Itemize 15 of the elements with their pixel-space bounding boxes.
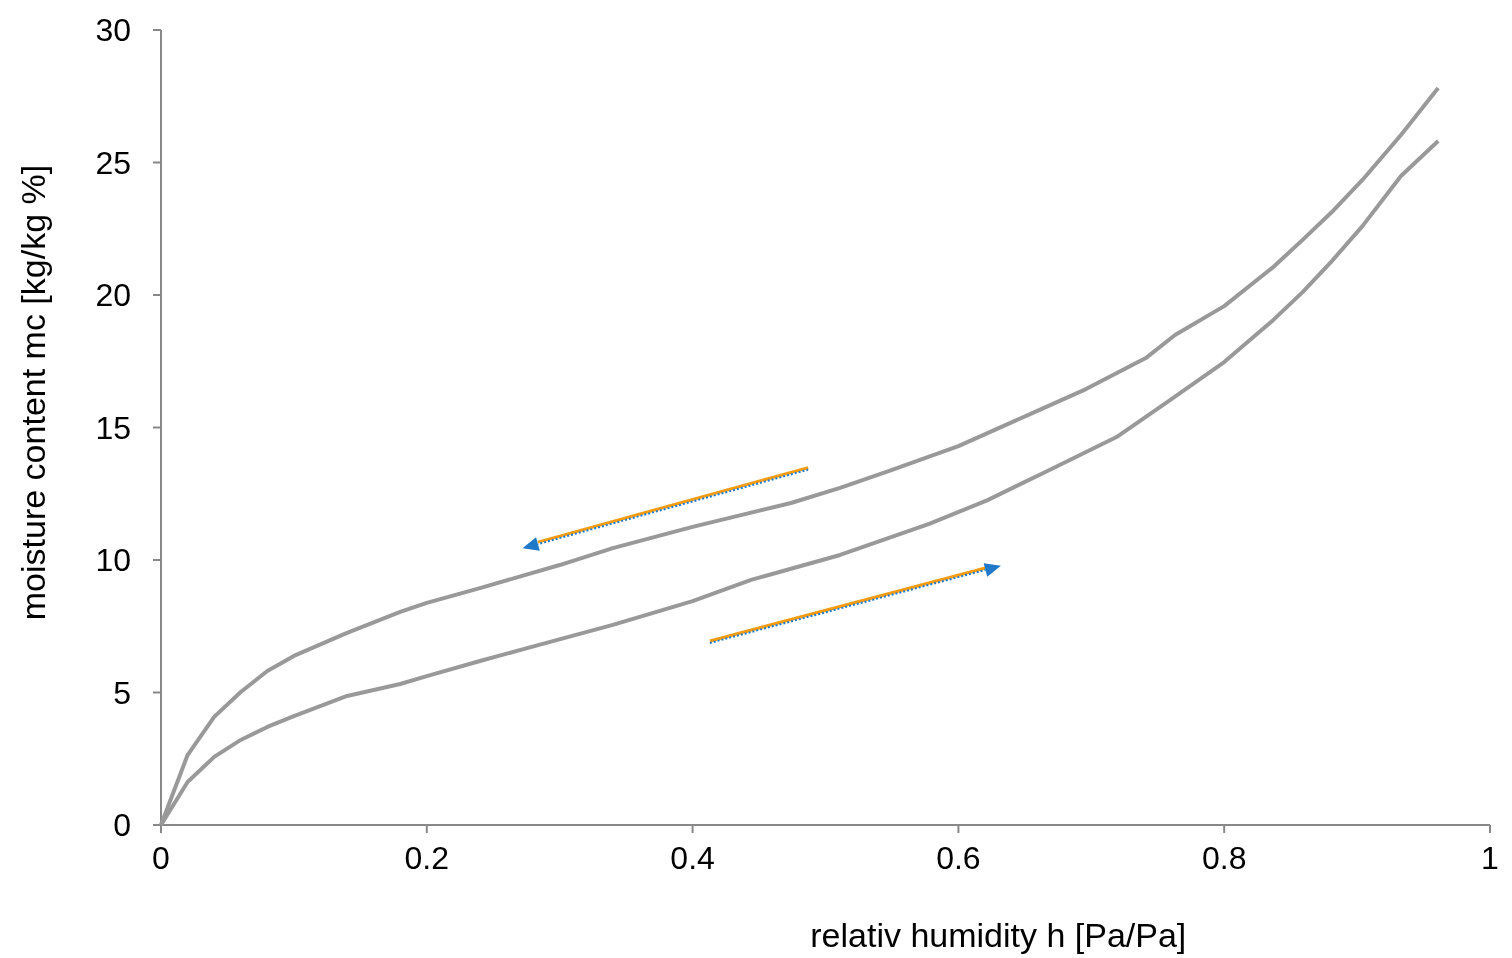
y-tick-label: 20 [95, 277, 131, 313]
x-tick-label: 0.6 [936, 840, 981, 876]
y-tick-label: 15 [95, 409, 131, 446]
y-tick-label: 0 [113, 807, 131, 843]
x-tick-label: 0.8 [1201, 840, 1247, 876]
x-tick-label: 1 [1481, 840, 1499, 876]
y-tick-label: 30 [95, 12, 131, 48]
y-axis-title: moisture content mc [kg/kg %] [14, 164, 52, 621]
y-tick-label: 25 [95, 144, 131, 181]
x-axis-title: relativ humidity h [Pa/Pa] [810, 916, 1187, 954]
y-tick-label: 10 [95, 542, 131, 578]
y-tick-label: 5 [113, 674, 131, 711]
x-tick-label: 0 [152, 840, 170, 876]
x-tick-label: 0.4 [670, 840, 715, 876]
x-tick-label: 0.2 [404, 840, 450, 876]
